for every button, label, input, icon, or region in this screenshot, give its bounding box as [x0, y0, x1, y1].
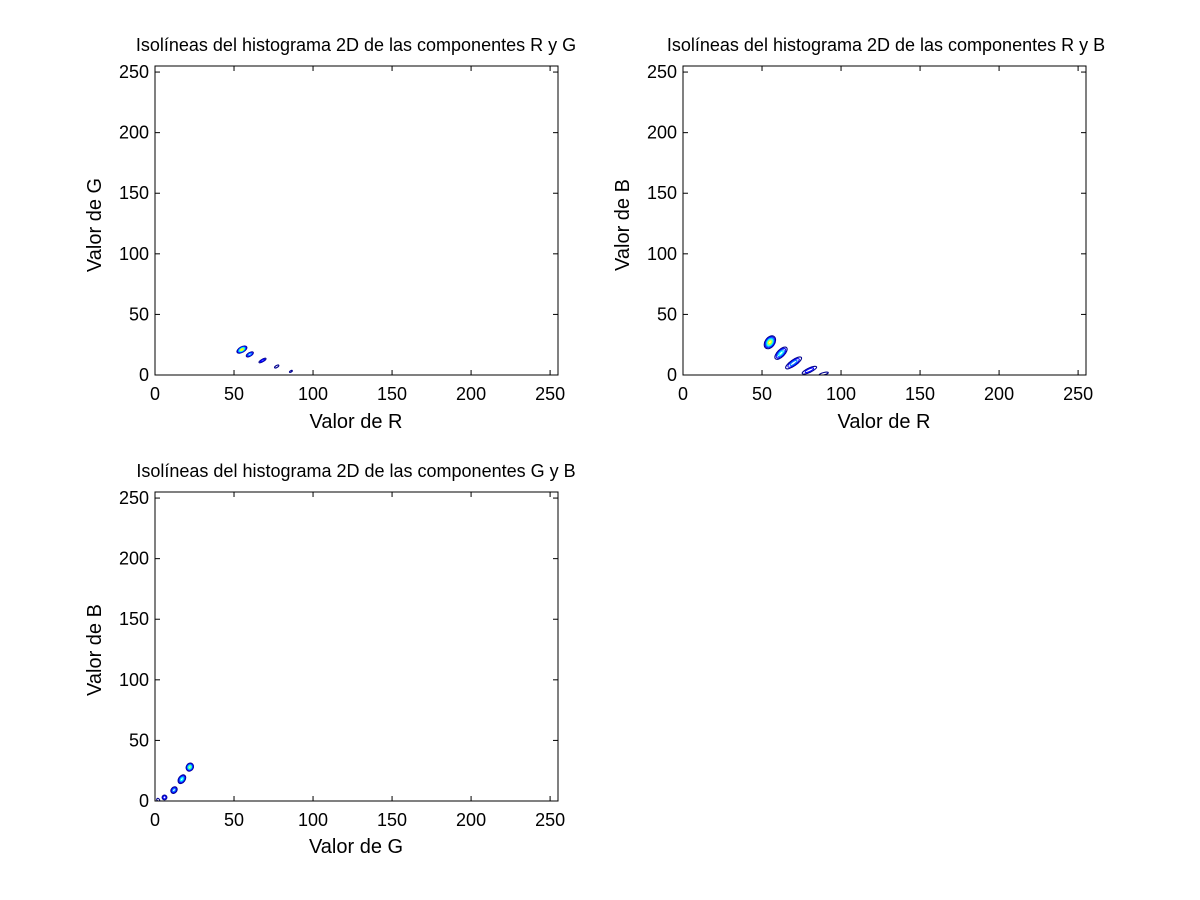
y-tick-label: 200	[119, 549, 149, 569]
contour-line	[180, 777, 184, 782]
x-tick-label: 200	[456, 810, 486, 830]
y-tick-label: 200	[647, 123, 677, 143]
x-tick-label: 100	[298, 384, 328, 404]
contour-line	[288, 369, 293, 373]
contour-line	[259, 358, 266, 363]
y-tick-label: 150	[119, 183, 149, 203]
x-tick-label: 200	[984, 384, 1014, 404]
x-tick-label: 150	[905, 384, 935, 404]
contour-plot	[763, 335, 829, 375]
x-tick-label: 0	[150, 384, 160, 404]
contour-line	[162, 795, 167, 800]
y-tick-label: 50	[657, 304, 677, 324]
y-tick-label: 0	[667, 365, 677, 385]
contour-line	[177, 774, 187, 785]
y-tick-label: 250	[119, 62, 149, 82]
y-tick-label: 50	[129, 730, 149, 750]
contour-line	[187, 764, 192, 770]
contour-line	[185, 762, 195, 772]
plot-area	[154, 65, 559, 376]
y-axis-label: Valor de B	[84, 604, 106, 696]
contour-line	[172, 788, 176, 793]
y-tick-label: 200	[119, 123, 149, 143]
contour-line	[768, 340, 772, 345]
x-tick-label: 50	[752, 384, 772, 404]
contour-line	[179, 776, 185, 783]
y-tick-label: 50	[129, 304, 149, 324]
x-axis-label: Valor de R	[837, 411, 930, 433]
x-tick-label: 0	[678, 384, 688, 404]
contour-line	[774, 346, 788, 360]
contour-line	[246, 352, 253, 357]
contour-line	[170, 786, 178, 794]
subplot-rb: Isolíneas del histograma 2D de las compo…	[612, 35, 1105, 433]
y-tick-label: 0	[139, 365, 149, 385]
plot-area	[682, 65, 1087, 376]
x-axis-label: Valor de R	[309, 411, 402, 433]
contour-line	[247, 352, 252, 356]
x-tick-label: 250	[1063, 384, 1093, 404]
contour-line	[789, 359, 798, 366]
contour-line	[804, 367, 815, 374]
contour-line	[766, 338, 774, 347]
y-tick-label: 250	[119, 488, 149, 508]
x-tick-label: 100	[298, 810, 328, 830]
subplot-rg: Isolíneas del histograma 2D de las compo…	[84, 35, 576, 433]
contour-line	[240, 348, 244, 351]
x-tick-label: 250	[535, 810, 565, 830]
contour-line	[258, 357, 267, 364]
chart-title: Isolíneas del histograma 2D de las compo…	[136, 461, 575, 481]
x-axis-label: Valor de G	[309, 836, 403, 858]
contour-line	[178, 775, 186, 784]
contour-line	[785, 356, 803, 370]
x-tick-label: 150	[377, 810, 407, 830]
y-tick-label: 100	[119, 670, 149, 690]
x-tick-label: 50	[224, 384, 244, 404]
contour-line	[245, 351, 254, 358]
x-tick-label: 50	[224, 810, 244, 830]
chart-title: Isolíneas del histograma 2D de las compo…	[136, 35, 576, 55]
contour-line	[775, 347, 787, 359]
contour-line	[787, 358, 800, 368]
y-tick-label: 150	[647, 183, 677, 203]
y-tick-label: 100	[119, 244, 149, 264]
subplot-gb: Isolíneas del histograma 2D de las compo…	[84, 461, 576, 858]
x-tick-label: 0	[150, 810, 160, 830]
contour-line	[767, 339, 773, 346]
contour-plot	[156, 762, 195, 801]
y-tick-label: 150	[119, 609, 149, 629]
y-tick-label: 250	[647, 62, 677, 82]
x-tick-label: 100	[826, 384, 856, 404]
contour-line	[171, 787, 177, 793]
contour-plot	[236, 345, 293, 373]
axis-ticks: 0 50 100 150 200 250 0 50 100 150 200 250	[119, 488, 565, 830]
contour-line	[237, 346, 247, 354]
x-tick-label: 250	[535, 384, 565, 404]
x-tick-label: 200	[456, 384, 486, 404]
contour-line	[161, 794, 168, 801]
contour-line	[764, 336, 776, 349]
contour-line	[777, 349, 785, 358]
y-axis-label: Valor de G	[84, 178, 106, 272]
contour-line	[765, 337, 775, 348]
contour-line	[186, 763, 194, 771]
contour-line	[188, 765, 192, 769]
y-tick-label: 0	[139, 791, 149, 811]
axis-ticks: 0 50 100 150 200 250 0 50 100 150 200 250	[647, 62, 1093, 404]
contour-line	[778, 350, 784, 356]
plot-area	[154, 491, 559, 802]
y-tick-label: 100	[647, 244, 677, 264]
contour-line	[274, 364, 280, 369]
contour-line	[186, 764, 193, 771]
y-axis-label: Valor de B	[612, 179, 634, 271]
contour-line	[763, 335, 777, 350]
x-tick-label: 150	[377, 384, 407, 404]
axis-ticks: 0 50 100 150 200 250 0 50 100 150 200 250	[119, 62, 565, 404]
contour-line	[801, 365, 818, 375]
chart-title: Isolíneas del histograma 2D de las compo…	[667, 35, 1105, 55]
